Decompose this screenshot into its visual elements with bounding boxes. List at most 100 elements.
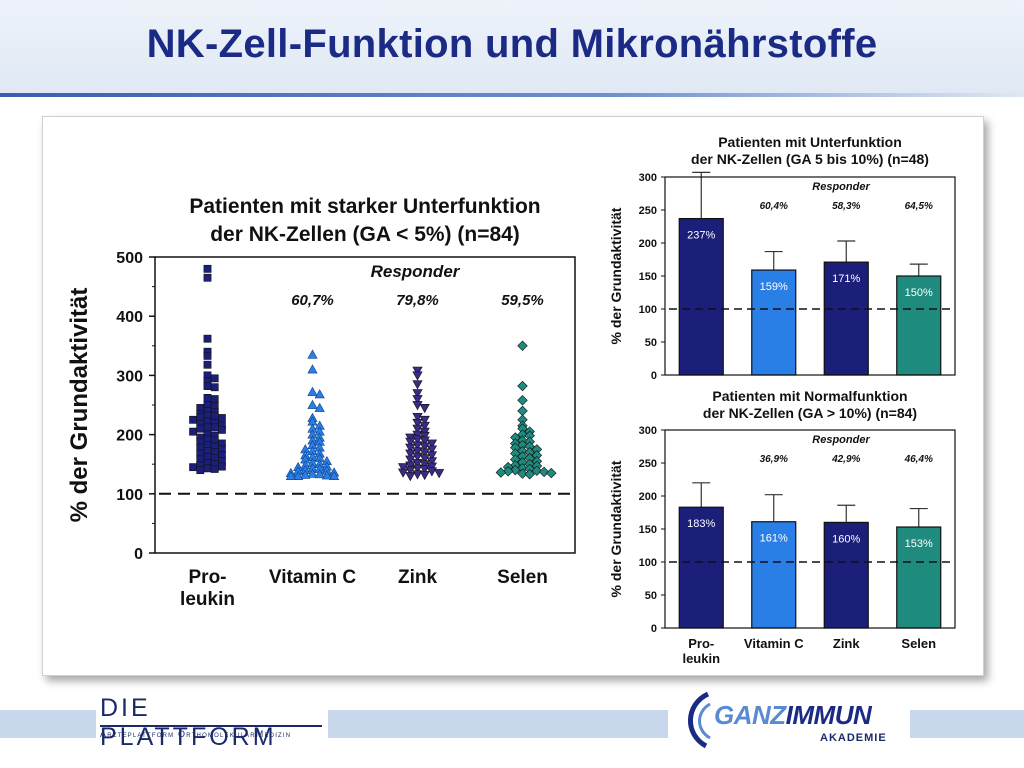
data-point bbox=[405, 443, 416, 453]
data-point bbox=[412, 389, 423, 399]
logo-left-rule bbox=[100, 725, 322, 727]
data-point bbox=[412, 366, 423, 376]
data-point bbox=[510, 464, 521, 476]
data-point bbox=[412, 470, 423, 480]
data-point bbox=[419, 431, 430, 441]
logo-left-subtext: Ärzteplattform OrthomolekularMedizin bbox=[100, 729, 292, 739]
data-point bbox=[218, 462, 226, 471]
data-point bbox=[300, 469, 311, 479]
data-point bbox=[196, 412, 205, 421]
responder-title: Responder bbox=[371, 262, 461, 281]
data-point bbox=[517, 405, 528, 417]
data-point bbox=[412, 412, 423, 423]
responder-value: 59,5% bbox=[501, 292, 544, 309]
data-point bbox=[218, 425, 226, 434]
data-point bbox=[412, 441, 423, 451]
data-point bbox=[321, 470, 333, 480]
responder-title: Responder bbox=[812, 181, 870, 193]
data-point bbox=[524, 469, 535, 480]
bar bbox=[896, 526, 942, 629]
chart-title-line: Patienten mit Normalfunktion bbox=[712, 388, 907, 404]
swoosh-icon bbox=[688, 691, 711, 749]
bar bbox=[751, 521, 797, 629]
chart-title-line: der NK-Zellen (GA > 10%) (n=84) bbox=[703, 405, 917, 421]
data-point bbox=[314, 469, 325, 479]
bar bbox=[678, 506, 724, 629]
x-tick-label: Pro- bbox=[189, 567, 227, 588]
data-point bbox=[412, 464, 423, 474]
data-point bbox=[314, 389, 325, 399]
y-tick-label: 100 bbox=[639, 304, 657, 316]
bar-value-label: 150% bbox=[905, 287, 933, 299]
data-point bbox=[433, 469, 445, 479]
y-tick-label: 200 bbox=[639, 238, 657, 250]
data-point bbox=[203, 351, 212, 360]
responder-value: 60,7% bbox=[291, 292, 334, 309]
x-tick-label: Selen bbox=[497, 567, 548, 588]
responder-value: 58,3% bbox=[832, 201, 860, 212]
data-point bbox=[203, 382, 212, 390]
bar-value-label: 171% bbox=[832, 273, 860, 285]
data-point bbox=[419, 404, 430, 414]
y-tick-label: 250 bbox=[639, 205, 657, 217]
data-point bbox=[517, 395, 528, 406]
y-tick-label: 100 bbox=[639, 557, 657, 569]
x-tick-label: Selen bbox=[901, 636, 936, 651]
data-point bbox=[412, 418, 423, 428]
responder-value: 42,9% bbox=[831, 454, 860, 465]
chart-title-line: der NK-Zellen (GA 5 bis 10%) (n=48) bbox=[691, 151, 929, 167]
bar-value-label: 160% bbox=[832, 533, 860, 545]
y-tick-label: 50 bbox=[645, 590, 657, 602]
chart-title-line: der NK-Zellen (GA < 5%) (n=84) bbox=[210, 223, 520, 246]
bar-value-label: 183% bbox=[687, 518, 715, 530]
data-point bbox=[495, 467, 507, 478]
data-point bbox=[426, 439, 438, 449]
data-point bbox=[426, 445, 438, 455]
x-tick-label: Vitamin C bbox=[744, 636, 804, 651]
data-point bbox=[397, 468, 409, 478]
responder-value: 46,4% bbox=[904, 454, 933, 465]
data-point bbox=[203, 273, 212, 282]
die-plattform-logo: DIE PLATTFORM Ärzteplattform Orthomoleku… bbox=[100, 694, 324, 751]
data-point bbox=[538, 466, 550, 478]
data-point bbox=[189, 463, 197, 472]
data-point bbox=[210, 374, 219, 383]
data-point bbox=[405, 461, 416, 471]
data-point bbox=[502, 466, 514, 477]
data-point bbox=[426, 451, 438, 461]
data-point bbox=[189, 427, 197, 436]
data-point bbox=[210, 423, 219, 432]
y-tick-label: 100 bbox=[116, 487, 143, 504]
responder-value: 36,9% bbox=[760, 454, 788, 465]
data-point bbox=[203, 334, 212, 343]
x-tick-label: leukin bbox=[682, 651, 720, 666]
data-point bbox=[196, 424, 205, 433]
y-tick-label: 50 bbox=[645, 337, 657, 349]
data-point bbox=[307, 399, 318, 409]
logo-left-text: DIE PLATTFORM bbox=[100, 694, 277, 751]
data-point bbox=[307, 468, 318, 478]
data-point bbox=[517, 340, 528, 352]
chart-title-line: Patienten mit starker Unterfunktion bbox=[189, 195, 540, 218]
y-tick-label: 200 bbox=[116, 428, 143, 445]
data-point bbox=[426, 462, 438, 472]
data-point bbox=[307, 386, 318, 396]
data-point bbox=[517, 468, 528, 479]
y-tick-label: 150 bbox=[639, 271, 657, 283]
y-tick-label: 150 bbox=[639, 524, 657, 536]
data-point bbox=[412, 424, 423, 434]
data-point bbox=[328, 470, 340, 480]
bar bbox=[896, 275, 942, 376]
scatter-chart-severe: Patienten mit starker Unterfunktion der N… bbox=[66, 195, 576, 610]
data-point bbox=[419, 415, 430, 426]
responder-value: 79,8% bbox=[396, 292, 439, 309]
logo-right-text: GANZIMMUN bbox=[714, 700, 872, 731]
logo-immun: IMMUN bbox=[785, 700, 872, 730]
y-tick-label: 0 bbox=[651, 370, 657, 382]
data-point bbox=[412, 452, 423, 462]
slide-title: NK-Zell-Funktion und Mikronährstoffe bbox=[146, 22, 878, 66]
y-tick-label: 300 bbox=[116, 368, 143, 385]
data-point bbox=[203, 264, 212, 273]
data-point bbox=[307, 349, 318, 359]
